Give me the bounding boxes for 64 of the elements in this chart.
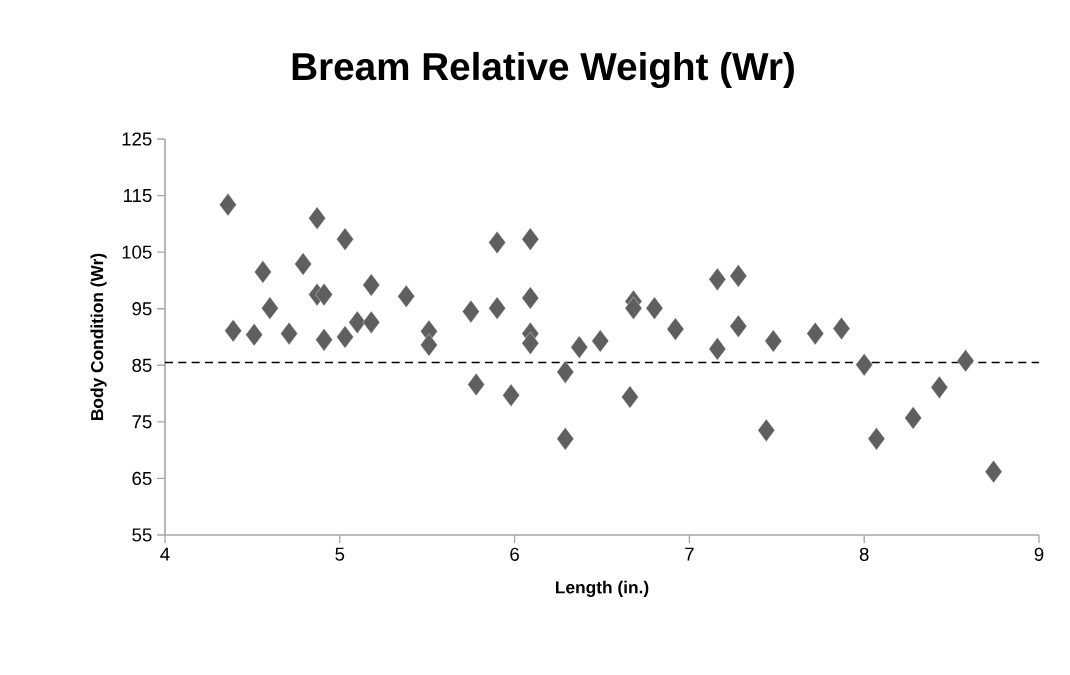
point: [556, 427, 574, 451]
point: [930, 375, 949, 399]
point: [420, 333, 438, 357]
x-tick-label: 6: [510, 547, 519, 561]
point: [855, 353, 873, 377]
point: [362, 273, 380, 297]
point: [245, 323, 263, 347]
x-tick-label: 9: [1034, 547, 1044, 561]
point: [294, 252, 312, 276]
point: [488, 296, 506, 320]
point: [315, 328, 333, 352]
point: [254, 260, 272, 284]
point: [397, 284, 415, 308]
y-tick-label: 115: [123, 189, 152, 203]
point: [757, 418, 776, 442]
point: [806, 322, 824, 346]
point: [261, 296, 279, 320]
point: [832, 316, 851, 341]
point: [556, 360, 574, 384]
point: [362, 310, 380, 334]
y-tick-label: 65: [132, 471, 152, 486]
point: [621, 385, 639, 409]
point: [666, 317, 685, 341]
point: [956, 349, 975, 373]
point: [521, 331, 540, 355]
point: [336, 227, 354, 251]
x-tick-label: 4: [160, 547, 170, 561]
x-tick-label: 5: [335, 547, 345, 561]
y-axis-title: Body Condition (Wr): [90, 253, 107, 420]
point: [348, 310, 366, 334]
x-tick-label: 8: [859, 547, 869, 561]
point: [315, 283, 333, 307]
y-tick-label: 125: [122, 132, 152, 146]
point: [624, 296, 643, 320]
point: [280, 322, 298, 346]
y-tick-label: 105: [122, 245, 152, 259]
point: [764, 329, 783, 353]
point: [308, 206, 326, 230]
chart-title: Bream Relative Weight (Wr): [292, 51, 794, 89]
point: [729, 314, 748, 338]
point: [591, 329, 609, 353]
point: [729, 264, 748, 288]
point: [867, 427, 886, 451]
point: [336, 325, 354, 349]
point: [708, 267, 727, 291]
point: [502, 383, 520, 407]
y-tick-label: 55: [132, 528, 152, 542]
point: [219, 193, 237, 217]
x-axis-title: Length (in.): [555, 580, 649, 597]
y-tick-label: 75: [132, 415, 152, 429]
y-tick-label: 85: [132, 358, 152, 372]
point: [521, 227, 540, 251]
point: [462, 300, 480, 324]
point: [708, 337, 727, 361]
point: [904, 406, 922, 430]
point: [467, 372, 485, 397]
point: [570, 335, 588, 359]
point: [521, 286, 540, 310]
point: [488, 231, 506, 255]
x-tick-label: 7: [685, 547, 694, 561]
y-tick-label: 95: [132, 302, 152, 316]
point: [224, 319, 242, 343]
point: [984, 460, 1003, 484]
point: [645, 296, 664, 320]
